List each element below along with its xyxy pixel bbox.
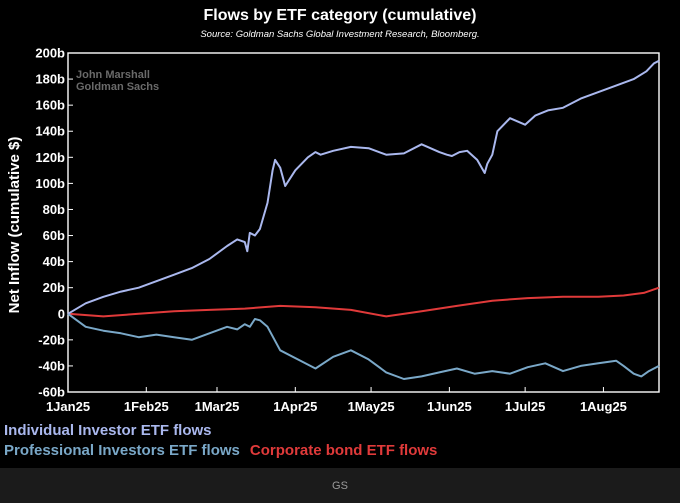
x-tick-label: 1May25 [348,399,395,414]
x-tick-label: 1Feb25 [124,399,169,414]
y-tick-label: -20b [38,332,65,347]
chart-subtitle: Source: Goldman Sachs Global Investment … [200,29,480,40]
series-line-professional-investors-etf-flows [67,312,660,380]
series-line-individual-investor-etf-flows [67,59,660,315]
x-tick-label: 1Jan25 [46,399,90,414]
y-tick-label: 140b [35,124,65,139]
legend-row-1: Individual Investor ETF flows [4,422,222,439]
y-tick-label: 160b [35,98,65,113]
chart-title: Flows by ETF category (cumulative) [203,7,477,24]
axes-layer: -60b -40b -20b 0 20b 40b 60b 80b 100b 120b 140b 160… [35,46,660,414]
legend-entry: Professional Investors ETF flows [4,442,240,459]
legend-row-2: Professional Investors ETF flows Corporat… [4,442,447,459]
watermark-line: John Marshall [76,69,150,81]
x-tick-label: 1Mar25 [195,399,240,414]
y-tick-label: 60b [43,228,65,243]
series-line-corporate-bond-etf-flows [67,286,660,318]
y-tick-label: 120b [35,150,65,165]
y-tick-label: 180b [35,72,65,87]
x-tick-label: 1Aug25 [580,399,627,414]
y-tick-label: 40b [43,254,65,269]
y-tick-label: 200b [35,46,65,61]
plot-frame [67,52,660,393]
x-tick-label: 1Apr25 [273,399,317,414]
y-tick-label: 80b [43,202,65,217]
y-tick-label: -60b [38,385,65,400]
plot-area: -60b -40b -20b 0 20b 40b 60b 80b 100b 120b 140b 160… [6,46,660,414]
legend-entry: Corporate bond ETF flows [249,442,438,459]
y-tick-label: -40b [38,358,65,373]
y-tick-label: 0 [58,306,65,321]
chart-panel: Flows by ETF category (cumulative) Sourc… [0,0,680,468]
y-axis-label: Net Inflow (cumulative $) [6,137,23,314]
footer-credit: GS [332,480,348,492]
legend-entry: Individual Investor ETF flows [4,422,212,439]
x-tick-label: 1Jun25 [427,399,472,414]
series-layer [67,59,660,380]
watermark-line: Goldman Sachs [76,81,159,93]
y-tick-label: 20b [43,280,65,295]
x-tick-label: 1Jul25 [505,399,545,414]
y-tick-label: 100b [35,176,65,191]
